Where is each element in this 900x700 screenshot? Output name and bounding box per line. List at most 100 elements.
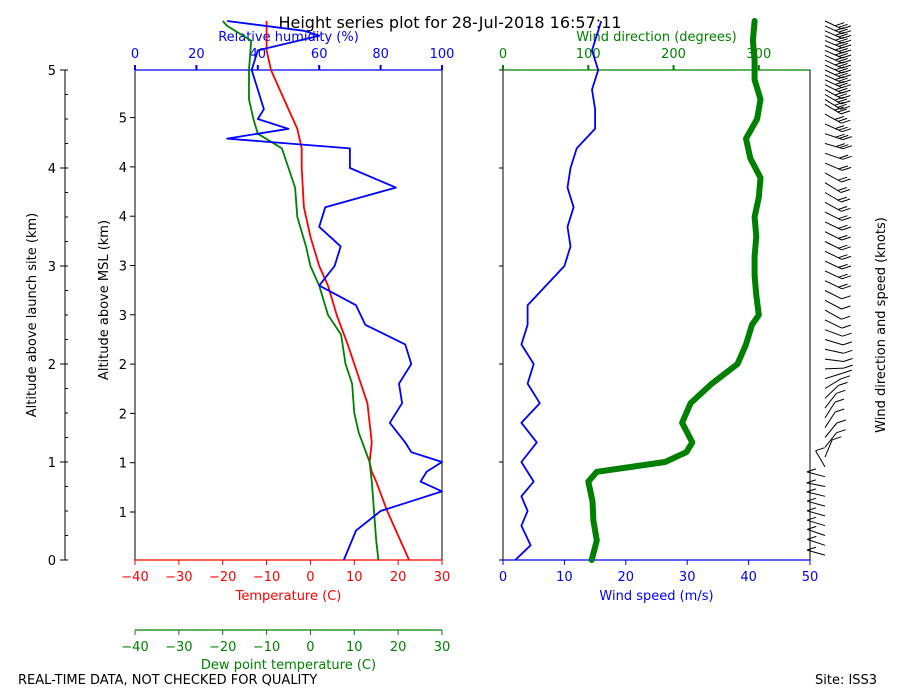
wind-barb-flag	[835, 22, 845, 27]
wind-barb-flag	[841, 295, 851, 300]
wind-barb-flag	[835, 27, 845, 32]
msl-altitude-tick-label: 3	[119, 309, 127, 324]
wind-barb	[824, 398, 845, 419]
wind-barb	[824, 79, 852, 89]
wind-barb-flag	[841, 59, 852, 64]
wind-barb-flag	[840, 189, 851, 193]
wind-barb	[824, 436, 842, 458]
wind-speed-line	[514, 20, 603, 561]
temp-tick-label: 10	[346, 570, 363, 585]
wind-barb-staff	[824, 290, 842, 300]
wind-barb-flag	[841, 79, 852, 84]
wind-barb-flag	[806, 546, 817, 551]
rh-tick-label: 0	[131, 47, 139, 62]
wind-barb-flag	[838, 87, 848, 92]
wind-barb	[824, 172, 851, 183]
wind-barb-flag	[834, 398, 845, 403]
temp-tick-label: −30	[165, 570, 192, 585]
wind-barb-flag	[842, 155, 852, 160]
wind-barb	[824, 358, 853, 362]
wind-barb	[824, 419, 846, 438]
msl-altitude-tick-label: 1	[119, 506, 127, 521]
wind-barb-staff	[824, 358, 844, 362]
wind-barb	[824, 25, 852, 35]
msl-altitude-tick-label: 2	[119, 407, 127, 422]
wind-barb-flag	[837, 117, 848, 122]
wind-barb-flag	[838, 126, 848, 131]
wind-barb-flag	[838, 234, 848, 239]
wind-barb-staff	[824, 439, 833, 458]
wind-barb	[824, 270, 852, 280]
wind-barb	[824, 94, 851, 105]
wind-barb-flag	[838, 53, 848, 57]
wind-barb-flag	[834, 96, 844, 101]
wind-barb	[824, 30, 852, 39]
wind-barb-flag	[841, 226, 852, 231]
launch-altitude-tick-label: 2	[48, 358, 56, 373]
wind-barb-flag	[835, 81, 845, 85]
wind-barb-flag	[839, 134, 849, 139]
wind-barb-flag	[841, 54, 852, 59]
wind-barb-flag	[841, 34, 852, 39]
wind-barb-staff	[824, 182, 842, 193]
wind-barb-staff	[806, 500, 826, 507]
wind-barb	[824, 389, 846, 409]
wind-barb-staff	[806, 510, 826, 517]
wind-barb-staff	[824, 401, 836, 419]
rh-tick-label: 100	[430, 47, 455, 62]
wind-barb-staff	[824, 133, 843, 141]
wind-barb-flag	[840, 375, 851, 380]
wind-barb	[824, 162, 852, 171]
wind-barb-flag	[841, 315, 851, 320]
wind-barb-flag	[837, 206, 848, 210]
wind-barb-staff	[824, 211, 843, 221]
wind-barb	[824, 192, 851, 203]
wind-barb-flag	[838, 28, 848, 33]
rh-tick-label: 40	[250, 47, 267, 62]
wind-barb-staff	[824, 299, 842, 310]
wind-barb	[824, 133, 852, 141]
wind-barb-flag	[806, 488, 816, 493]
wind-barb-flag	[837, 103, 847, 108]
wind-barb-staff	[824, 329, 843, 337]
wind-barb	[824, 143, 853, 150]
wind-barb-flag	[838, 33, 848, 38]
launch-altitude-tick-label: 4	[48, 162, 56, 177]
wind-barb-flag	[806, 479, 816, 484]
wind-barb-flag	[838, 42, 848, 47]
launch-altitude-axis-label: Altitude above launch site (km)	[25, 213, 40, 417]
wind-barb-flag	[838, 244, 848, 249]
temp-tick-label: −10	[253, 570, 280, 585]
wind-barb-staff	[824, 392, 837, 409]
wind-barb-staff	[807, 538, 826, 546]
wind-barb-flag	[807, 525, 817, 530]
wind-barb-flag	[840, 110, 851, 115]
wind-barb-staff	[824, 319, 843, 329]
wind-barb-flag	[841, 275, 852, 280]
wind-barb-flag	[834, 116, 844, 120]
wind-barb	[824, 152, 852, 160]
wind-barb-flag	[838, 48, 848, 52]
wind-barb-flag	[838, 82, 848, 87]
wind-barb-staff	[806, 549, 826, 556]
wind-direction-axis-label: Wind direction (degrees)	[576, 30, 736, 45]
wind-direction-tick-label: 100	[576, 47, 601, 62]
wind-barb-staff	[824, 260, 843, 270]
wind-barb-flag	[835, 31, 845, 36]
wind-direction-line	[585, 18, 764, 563]
wind-direction-tick-label: 300	[746, 47, 771, 62]
msl-altitude-tick-label: 4	[119, 210, 127, 225]
wind-barb-staff	[824, 192, 842, 203]
wind-barb-flag	[841, 89, 851, 94]
wind-barb-staff	[824, 432, 837, 448]
wind-barb-flag	[835, 125, 845, 130]
wind-barb	[824, 182, 851, 193]
wind-barb-staff	[807, 528, 826, 536]
wind-barb-flag	[841, 305, 851, 310]
wind-barb-flag	[841, 246, 851, 251]
wind-barb-flag	[835, 133, 845, 138]
msl-altitude-tick-label: 5	[119, 112, 127, 127]
msl-altitude-tick-label: 2	[119, 358, 127, 373]
wind-barb	[824, 309, 851, 320]
